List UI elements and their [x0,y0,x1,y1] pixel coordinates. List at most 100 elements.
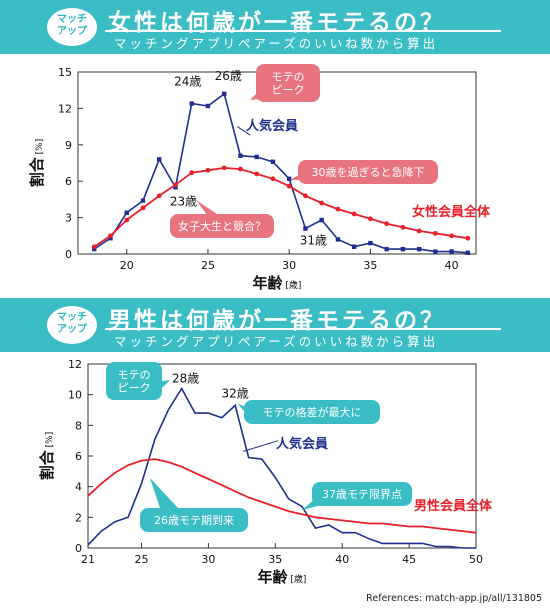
popular-leader-line [236,126,251,136]
data-point [303,226,308,231]
data-point [91,244,97,250]
data-point [124,217,130,223]
y-tick-label: 6 [65,175,72,188]
data-point [400,246,406,252]
callout-peak-text: モテのピーク [272,70,305,96]
callout-start26-tail [150,478,178,508]
callout-peak-box [106,362,162,400]
y-tick-label: 4 [75,481,82,494]
x-tick-label: 35 [363,259,377,272]
data-point [319,217,324,223]
data-point [286,176,292,181]
y-tick-label: 12 [58,102,72,115]
female-line-chart: 0 3 6 9 12 15 20 25 30 35 40 割合 [%] 年齢 [歳] 24歳 26歳 23歳 3… [28,64,491,292]
data-point [335,206,341,212]
data-point [238,153,243,158]
data-point [270,159,276,164]
series-line-all [87,458,477,534]
female-chart-panel: マッチ アップ 女性は何歳が一番モテるの？ マッチングアプリペアーズのいいね数か… [0,0,550,292]
data-point [319,200,325,206]
y-axis-label: 割合 [%] [38,432,56,480]
data-point [416,246,422,252]
data-point [351,211,357,217]
male-chart-panel: マッチ アップ 男性は何歳が一番モテるの？ マッチングアプリペアーズのいいね数か… [0,298,550,588]
series-line-popular [93,92,468,254]
data-point [254,154,259,160]
x-tick-label: 35 [268,553,282,566]
male-banner: マッチ アップ 男性は何歳が一番モテるの？ マッチングアプリペアーズのいいね数か… [0,298,550,352]
x-tick-label: 25 [135,553,149,566]
y-tick-label: 3 [65,212,72,225]
legend-popular-label: 人気会員 [246,118,298,134]
x-tick-label: 30 [282,259,296,272]
banner-divider [105,30,501,32]
callout-peak-text: モテのピーク [118,368,151,394]
data-point [270,176,276,182]
y-tick-label: 10 [68,389,82,402]
data-point [449,233,455,239]
series-line-popular [87,386,476,549]
callout-limit37-text: 37歳モテ限界点 [322,488,402,501]
data-point [303,193,308,199]
x-tick-label: 21 [81,553,95,566]
x-tick-label: 40 [445,259,459,272]
annotation-age31: 31歳 [300,234,327,248]
data-point [173,185,178,190]
callout-college-tail [196,200,220,216]
data-point [286,183,292,189]
annotation-age28: 28歳 [172,372,199,386]
y-axis-label: 割合 [%] [28,139,46,187]
callout-gap-box [244,400,380,424]
banner-divider [105,328,501,330]
callout-over30-text: 30歳を過ぎると急降下 [312,165,425,179]
callout-over30-box [298,160,438,184]
callout-college-box [170,214,274,238]
data-point [92,246,97,252]
y-tick-label: 2 [75,511,82,524]
legend-all-label: 女性会員全体 [412,204,491,220]
popular-leader-line [243,440,279,452]
x-tick-label: 45 [402,553,416,566]
data-point [400,224,406,230]
callout-college-text: 女子大生と競合？ [178,219,266,233]
data-point [221,165,227,171]
data-point [384,221,390,227]
matchup-logo-badge: マッチ アップ [47,8,97,46]
data-point [108,233,113,239]
data-point [416,228,422,234]
y-tick-label: 0 [65,248,72,261]
annotation-age23: 23歳 [170,194,197,208]
callout-start26-text: 26歳モテ期到来 [154,514,234,527]
x-tick-label: 25 [201,259,215,272]
data-point [368,216,373,222]
data-point [140,205,146,211]
data-point [432,230,438,236]
female-subtitle: マッチングアプリペアーズのいいね数から算出 [114,36,439,51]
x-axis-label: 年齢 [歳] [258,568,307,586]
annotation-age26: 26歳 [215,69,242,83]
data-point [157,157,162,162]
x-axis-label: 年齢 [歳] [253,274,302,292]
data-point [449,249,454,254]
data-point [189,170,195,176]
data-point [173,182,178,188]
y-tick-label: 8 [75,419,82,432]
data-point [205,167,211,173]
male-subtitle: マッチングアプリペアーズのいいね数から算出 [114,334,439,349]
data-point [108,236,113,241]
data-point [384,246,389,252]
series-line-all [93,166,469,248]
matchup-logo-badge: マッチ アップ [47,306,97,344]
data-point [368,240,373,246]
data-point [465,250,471,255]
data-point [351,244,357,249]
y-tick-label: 9 [65,139,72,152]
y-tick-label: 6 [75,450,82,463]
y-tick-label: 12 [68,358,82,371]
male-line-chart: 0 2 4 6 8 10 12 21 25 30 35 40 45 50 割合 [%] 年齢 [歳] 28歳 32… [38,358,493,586]
x-tick-label: 30 [201,553,215,566]
annotation-age24: 24歳 [174,75,201,89]
data-point [238,166,243,172]
female-banner: マッチ アップ 女性は何歳が一番モテるの？ マッチングアプリペアーズのいいね数か… [0,0,550,54]
x-tick-label: 50 [469,553,483,566]
